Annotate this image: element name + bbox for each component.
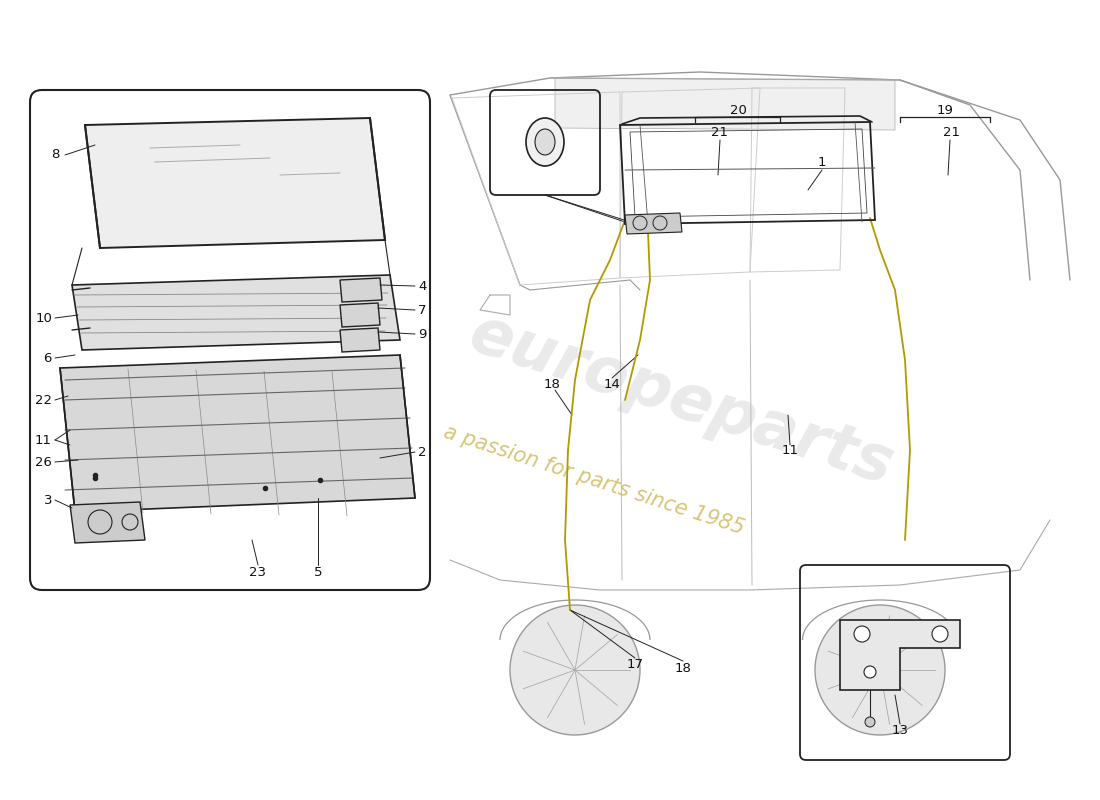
- Text: 2: 2: [418, 446, 427, 458]
- Text: 18: 18: [543, 378, 560, 391]
- Text: 14: 14: [604, 378, 620, 390]
- Text: 17: 17: [627, 658, 644, 671]
- Text: 4: 4: [418, 279, 427, 293]
- Polygon shape: [625, 213, 682, 234]
- Text: 9: 9: [418, 327, 427, 341]
- Ellipse shape: [526, 118, 564, 166]
- Ellipse shape: [535, 129, 556, 155]
- Circle shape: [932, 626, 948, 642]
- Circle shape: [865, 717, 874, 727]
- Circle shape: [510, 605, 640, 735]
- Polygon shape: [340, 278, 382, 302]
- Text: 23: 23: [250, 566, 266, 578]
- Polygon shape: [60, 355, 415, 512]
- Text: 10: 10: [35, 311, 52, 325]
- Text: 21: 21: [944, 126, 960, 139]
- Text: 7: 7: [418, 303, 427, 317]
- Text: 13: 13: [891, 723, 909, 737]
- Text: 19: 19: [936, 103, 954, 117]
- Polygon shape: [85, 118, 385, 248]
- Circle shape: [864, 666, 876, 678]
- Text: 20: 20: [729, 103, 747, 117]
- Text: 22: 22: [35, 394, 52, 406]
- Text: 3: 3: [44, 494, 52, 506]
- Text: 18: 18: [674, 662, 692, 674]
- Circle shape: [815, 605, 945, 735]
- Polygon shape: [840, 620, 960, 690]
- Circle shape: [854, 626, 870, 642]
- Text: 8: 8: [51, 149, 59, 162]
- Text: 21: 21: [712, 126, 728, 139]
- Text: 6: 6: [44, 351, 52, 365]
- Text: 11: 11: [781, 443, 799, 457]
- Text: 11: 11: [35, 434, 52, 446]
- Text: 5: 5: [314, 566, 322, 578]
- Polygon shape: [70, 502, 145, 543]
- Polygon shape: [340, 328, 379, 352]
- Text: 1: 1: [817, 155, 826, 169]
- Polygon shape: [556, 78, 895, 130]
- Polygon shape: [72, 275, 400, 350]
- Text: 26: 26: [35, 455, 52, 469]
- Polygon shape: [340, 303, 379, 327]
- Text: a passion for parts since 1985: a passion for parts since 1985: [441, 422, 747, 538]
- Text: europeparts: europeparts: [462, 302, 902, 498]
